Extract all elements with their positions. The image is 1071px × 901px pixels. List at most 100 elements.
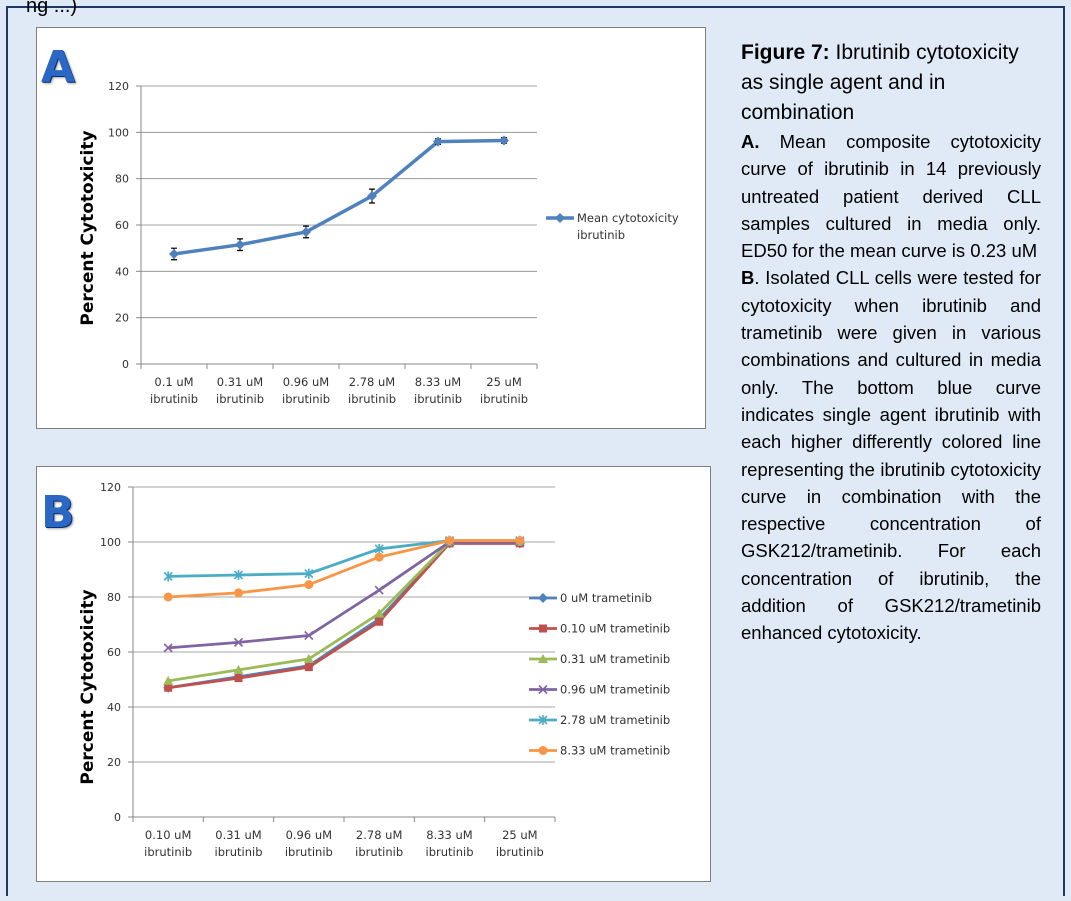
caption-title-bold: Figure 7:	[741, 41, 830, 64]
panel-letter-a: A	[41, 42, 76, 93]
caption-title: Figure 7: Ibrutinib cytotoxicity as sing…	[741, 38, 1041, 128]
data-point	[374, 552, 384, 562]
chart-panel-a: 0 20 40 60 80 100 120 0.1 uM ibrutinib 0.31 uM ibr…	[36, 27, 706, 429]
chart-b-svg: 0 20 40 60 80 100 120 0.10 uM ibrutinib 0.31 uM ib…	[100, 481, 670, 859]
chart-b-y-axis-title: Percent Cytotoxicity	[78, 589, 98, 785]
data-point	[234, 588, 243, 598]
legend-label: 0 uM trametinib	[560, 591, 652, 605]
series-line	[173, 138, 505, 256]
x-tick-label: 0.31 uM	[217, 375, 263, 389]
legend-swatch-marker	[538, 593, 548, 603]
data-point	[374, 608, 385, 618]
x-tick-label: 0.96 uM	[283, 375, 329, 389]
data-point	[235, 239, 245, 250]
data-point	[163, 675, 174, 685]
legend-swatch-marker	[538, 715, 548, 725]
y-tick-label: 120	[108, 80, 129, 93]
data-point	[163, 571, 173, 582]
y-tick-label: 100	[108, 126, 129, 139]
series-1: Mean cytotoxicity ibrutinib	[169, 135, 679, 261]
y-tick-label: 60	[115, 219, 129, 232]
data-point	[445, 536, 454, 546]
data-point	[499, 135, 509, 146]
legend-swatch-marker	[538, 654, 548, 663]
legend-swatch-marker	[538, 746, 548, 755]
legend-label: 0.10 uM trametinib	[560, 622, 670, 636]
x-tick-label: ibrutinib	[285, 845, 333, 859]
series-line	[168, 539, 520, 599]
y-tick-label: 0	[114, 811, 121, 824]
legend-label: 8.33 uM trametinib	[560, 744, 670, 758]
x-tick-label: ibrutinib	[282, 392, 330, 406]
data-point	[304, 630, 314, 641]
x-tick-label: 0.31 uM	[215, 828, 261, 842]
y-tick-label: 120	[100, 481, 121, 494]
x-tick-label: ibrutinib	[215, 845, 263, 859]
data-point	[233, 570, 244, 580]
data-point	[304, 663, 313, 672]
x-tick-label: 0.1 uM	[154, 375, 193, 389]
series-line	[167, 541, 520, 690]
legend-label: Mean cytotoxicity	[577, 211, 679, 225]
legend-swatch-marker	[538, 684, 548, 695]
x-tick-label: ibrutinib	[480, 392, 528, 406]
figure-frame: ng ...)	[6, 0, 1065, 896]
data-point	[303, 653, 314, 663]
caption-a-text: Mean composite cytotoxicity curve of ibr…	[741, 131, 1041, 262]
chart-a-y-axis-title: Percent Cytotoxicity	[78, 130, 98, 326]
data-point	[367, 191, 377, 202]
data-point	[304, 580, 314, 590]
data-point	[233, 664, 244, 674]
caption-a-label: A.	[741, 131, 760, 152]
data-point	[233, 637, 244, 647]
x-tick-label: 2.78 uM	[349, 375, 395, 389]
y-tick-label: 0	[122, 358, 129, 371]
data-point	[515, 536, 525, 546]
truncated-header-text: ng ...)	[26, 0, 78, 17]
y-tick-label: 40	[107, 701, 121, 714]
data-point	[301, 226, 311, 237]
x-tick-label: ibrutinib	[426, 845, 474, 859]
x-tick-label: ibrutinib	[348, 392, 396, 406]
y-tick-label: 80	[107, 591, 121, 604]
caption-b-label: B	[741, 267, 755, 289]
data-point	[375, 617, 384, 626]
series-3: 0.31 uM trametinib	[163, 537, 670, 685]
x-tick-label: ibrutinib	[216, 392, 264, 406]
data-point	[304, 568, 314, 579]
x-tick-label: 25 uM	[486, 375, 522, 389]
x-tick-label: 0.96 uM	[286, 828, 332, 842]
legend-label: 0.96 uM trametinib	[560, 683, 670, 697]
caption-title-rest: Ibrutinib cytotoxicity as single agent a…	[741, 41, 1019, 124]
data-point	[163, 592, 173, 602]
x-tick-label: ibrutinib	[496, 845, 544, 859]
caption-b-text: . Isolated CLL cells were tested for cyt…	[741, 267, 1041, 644]
data-point	[169, 248, 179, 259]
caption-part-b: B. Isolated CLL cells were tested for cy…	[741, 264, 1041, 646]
y-tick-label: 80	[115, 173, 129, 186]
y-tick-label: 100	[100, 536, 121, 549]
legend-label: ibrutinib	[577, 228, 625, 242]
data-point	[374, 543, 384, 554]
caption-part-a: A. Mean composite cytotoxicity curve of …	[741, 128, 1041, 264]
y-tick-label: 60	[107, 646, 121, 659]
data-point	[164, 683, 173, 692]
x-tick-label: 8.33 uM	[426, 828, 472, 842]
data-point	[163, 643, 173, 653]
chart-panel-b: 0 20 40 60 80 100 120 0.10 uM ibrutinib 0.31 uM ib…	[36, 466, 711, 882]
series-line	[167, 541, 520, 690]
legend-swatch-marker	[555, 213, 565, 223]
data-point	[234, 674, 243, 683]
series-4: 0.96 uM trametinib	[163, 537, 670, 697]
y-tick-label: 40	[115, 265, 129, 278]
chart-a-svg: 0 20 40 60 80 100 120 0.1 uM ibrutinib 0.31 uM ibr…	[108, 80, 679, 406]
series-6: 8.33 uM trametinib	[163, 536, 670, 758]
legend-swatch-marker	[539, 624, 547, 633]
y-tick-label: 20	[107, 756, 121, 769]
x-tick-label: ibrutinib	[355, 845, 403, 859]
legend-label: 2.78 uM trametinib	[560, 713, 670, 727]
legend-label: 0.31 uM trametinib	[560, 652, 670, 666]
panel-letter-b: B	[41, 487, 75, 538]
x-tick-label: 8.33 uM	[415, 375, 461, 389]
x-tick-label: ibrutinib	[150, 392, 198, 406]
